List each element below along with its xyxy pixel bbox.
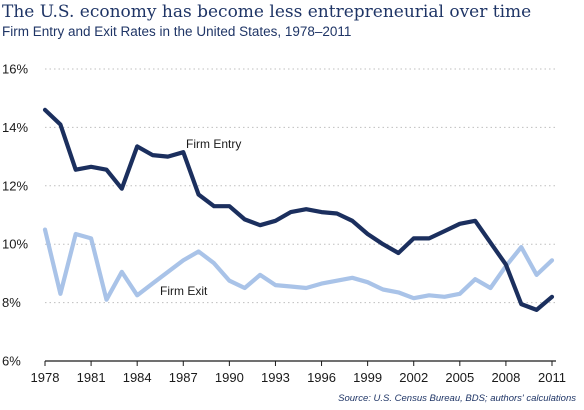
firm-entry-label: Firm Entry bbox=[186, 137, 241, 151]
x-tick-label: 2005 bbox=[445, 370, 474, 385]
axes: 6% 8% 10% 12% 14% 16% 1978 1981 1984 1987 1990 1993… bbox=[2, 62, 566, 386]
y-tick-label: 6% bbox=[2, 354, 21, 369]
x-tick-label: 1999 bbox=[353, 370, 382, 385]
x-tick-label: 1984 bbox=[123, 370, 152, 385]
firm-entry-line bbox=[42, 107, 555, 312]
x-tick-label: 1981 bbox=[77, 370, 106, 385]
series bbox=[42, 107, 555, 312]
x-tick-label: 1990 bbox=[215, 370, 244, 385]
x-tick-label: 1987 bbox=[169, 370, 198, 385]
firm-exit-line bbox=[42, 227, 555, 302]
y-tick-label: 8% bbox=[2, 295, 21, 310]
firm-exit-label: Firm Exit bbox=[160, 284, 208, 298]
y-tick-label: 14% bbox=[2, 120, 28, 135]
source-note: Source: U.S. Census Bureau, BDS; authors… bbox=[338, 393, 576, 404]
x-tick-label: 2011 bbox=[538, 370, 566, 385]
y-tick-label: 16% bbox=[2, 62, 28, 77]
x-tick-label: 1978 bbox=[31, 370, 60, 385]
chart-subtitle: Firm Entry and Exit Rates in the United … bbox=[2, 24, 352, 39]
chart-title: The U.S. economy has become less entrepr… bbox=[2, 2, 532, 22]
x-tick-label: 2002 bbox=[399, 370, 428, 385]
x-tick-label: 1993 bbox=[261, 370, 290, 385]
x-tick-label: 1996 bbox=[307, 370, 336, 385]
series-labels: Firm Entry Firm Exit bbox=[160, 137, 241, 298]
x-tick-label: 2008 bbox=[491, 370, 520, 385]
y-tick-label: 10% bbox=[2, 237, 28, 252]
y-tick-label: 12% bbox=[2, 178, 28, 193]
